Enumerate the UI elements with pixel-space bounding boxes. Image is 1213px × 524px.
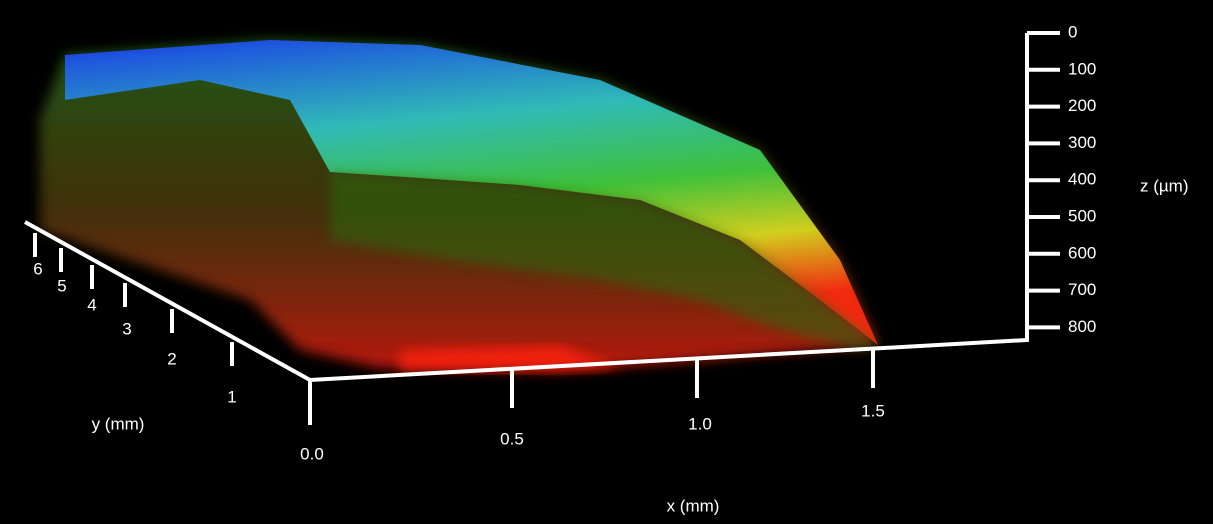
z-tick-label: 0 (1068, 22, 1077, 41)
x-tick-label: 0.5 (500, 429, 524, 448)
z-tick-label: 500 (1068, 206, 1096, 225)
z-axis-label: z (µm) (1140, 176, 1189, 195)
volume-rendering (40, 40, 878, 372)
y-tick-label: 2 (167, 349, 176, 368)
z-tick-label: 600 (1068, 243, 1096, 262)
scene: x (mm) y (mm) z (µm) 0.00.51.01.51234560… (0, 0, 1213, 524)
y-tick-label: 4 (87, 295, 96, 314)
y-axis-label: y (mm) (92, 414, 145, 433)
z-tick-label: 800 (1068, 317, 1096, 336)
x-tick-label: 1.0 (688, 414, 712, 433)
z-tick-label: 300 (1068, 133, 1096, 152)
y-tick-label: 1 (227, 387, 236, 406)
z-tick-label: 700 (1068, 280, 1096, 299)
z-tick-label: 100 (1068, 59, 1096, 78)
x-tick-label: 0.0 (300, 444, 324, 463)
x-axis-label: x (mm) (667, 496, 720, 515)
z-tick-label: 200 (1068, 96, 1096, 115)
z-tick-label: 400 (1068, 170, 1096, 189)
y-tick-label: 6 (33, 259, 42, 278)
x-tick-label: 1.5 (861, 401, 885, 420)
y-tick-label: 3 (122, 319, 131, 338)
y-tick-label: 5 (57, 276, 66, 295)
